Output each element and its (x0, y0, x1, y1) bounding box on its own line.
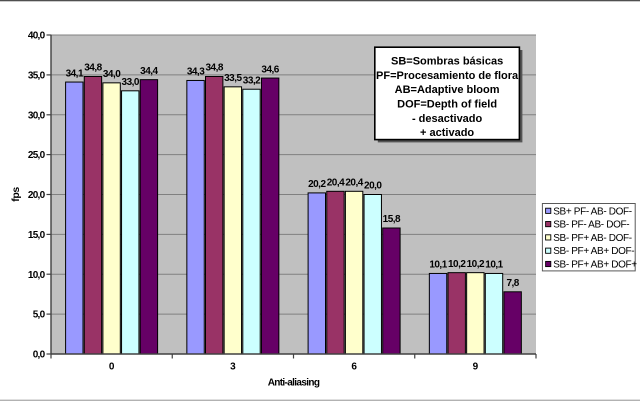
svg-text:6: 6 (351, 362, 357, 373)
svg-text:20,0: 20,0 (364, 181, 382, 192)
svg-text:5,0: 5,0 (33, 310, 46, 321)
svg-text:25,0: 25,0 (28, 150, 46, 161)
svg-text:30,0: 30,0 (28, 110, 46, 121)
svg-text:20,2: 20,2 (308, 179, 326, 190)
svg-text:33,2: 33,2 (243, 75, 261, 86)
svg-text:20,4: 20,4 (345, 178, 363, 189)
svg-text:SB=Sombras básicas: SB=Sombras básicas (391, 56, 503, 68)
svg-text:SB+ PF- AB- DOF-: SB+ PF- AB- DOF- (553, 206, 632, 217)
svg-text:0: 0 (109, 362, 115, 373)
svg-text:34,0: 34,0 (103, 69, 121, 80)
svg-text:34,6: 34,6 (261, 64, 279, 75)
svg-text:20,0: 20,0 (28, 190, 46, 201)
svg-text:10,1: 10,1 (429, 260, 447, 271)
svg-text:10,0: 10,0 (28, 270, 46, 281)
svg-text:35,0: 35,0 (28, 71, 46, 82)
svg-text:SB- PF+ AB+ DOF-: SB- PF+ AB+ DOF- (553, 246, 634, 257)
svg-text:34,8: 34,8 (84, 63, 102, 74)
svg-text:15,0: 15,0 (28, 230, 46, 241)
svg-text:40,0: 40,0 (28, 31, 46, 42)
svg-text:10,2: 10,2 (467, 259, 485, 270)
svg-text:10,2: 10,2 (448, 259, 466, 270)
svg-text:9: 9 (473, 362, 479, 373)
svg-text:33,0: 33,0 (122, 77, 140, 88)
svg-text:33,5: 33,5 (224, 73, 242, 84)
svg-text:SB- PF+ AB+ DOF+: SB- PF+ AB+ DOF+ (553, 260, 637, 271)
svg-text:AB=Adaptive bloom: AB=Adaptive bloom (395, 84, 500, 96)
svg-text:Anti-aliasing: Anti-aliasing (268, 378, 320, 389)
svg-text:+ activado: + activado (420, 127, 474, 139)
svg-text:15,8: 15,8 (383, 214, 401, 225)
svg-text:20,4: 20,4 (327, 178, 345, 189)
svg-text:- desactivado: - desactivado (412, 113, 483, 125)
svg-text:34,1: 34,1 (66, 68, 84, 79)
svg-text:10,1: 10,1 (485, 260, 503, 271)
svg-text:PF=Procesamiento de flora: PF=Procesamiento de flora (376, 70, 519, 82)
svg-text:3: 3 (230, 362, 236, 373)
svg-text:SB- PF+ AB- DOF-: SB- PF+ AB- DOF- (553, 233, 632, 244)
svg-text:DOF=Depth of field: DOF=Depth of field (397, 99, 497, 111)
svg-text:34,3: 34,3 (187, 67, 205, 78)
svg-text:34,4: 34,4 (140, 66, 158, 77)
svg-text:7,8: 7,8 (506, 278, 519, 289)
svg-text:fps: fps (10, 187, 22, 202)
svg-text:0,0: 0,0 (33, 350, 46, 361)
svg-text:34,8: 34,8 (205, 63, 223, 74)
svg-text:SB- PF- AB- DOF-: SB- PF- AB- DOF- (553, 220, 629, 231)
